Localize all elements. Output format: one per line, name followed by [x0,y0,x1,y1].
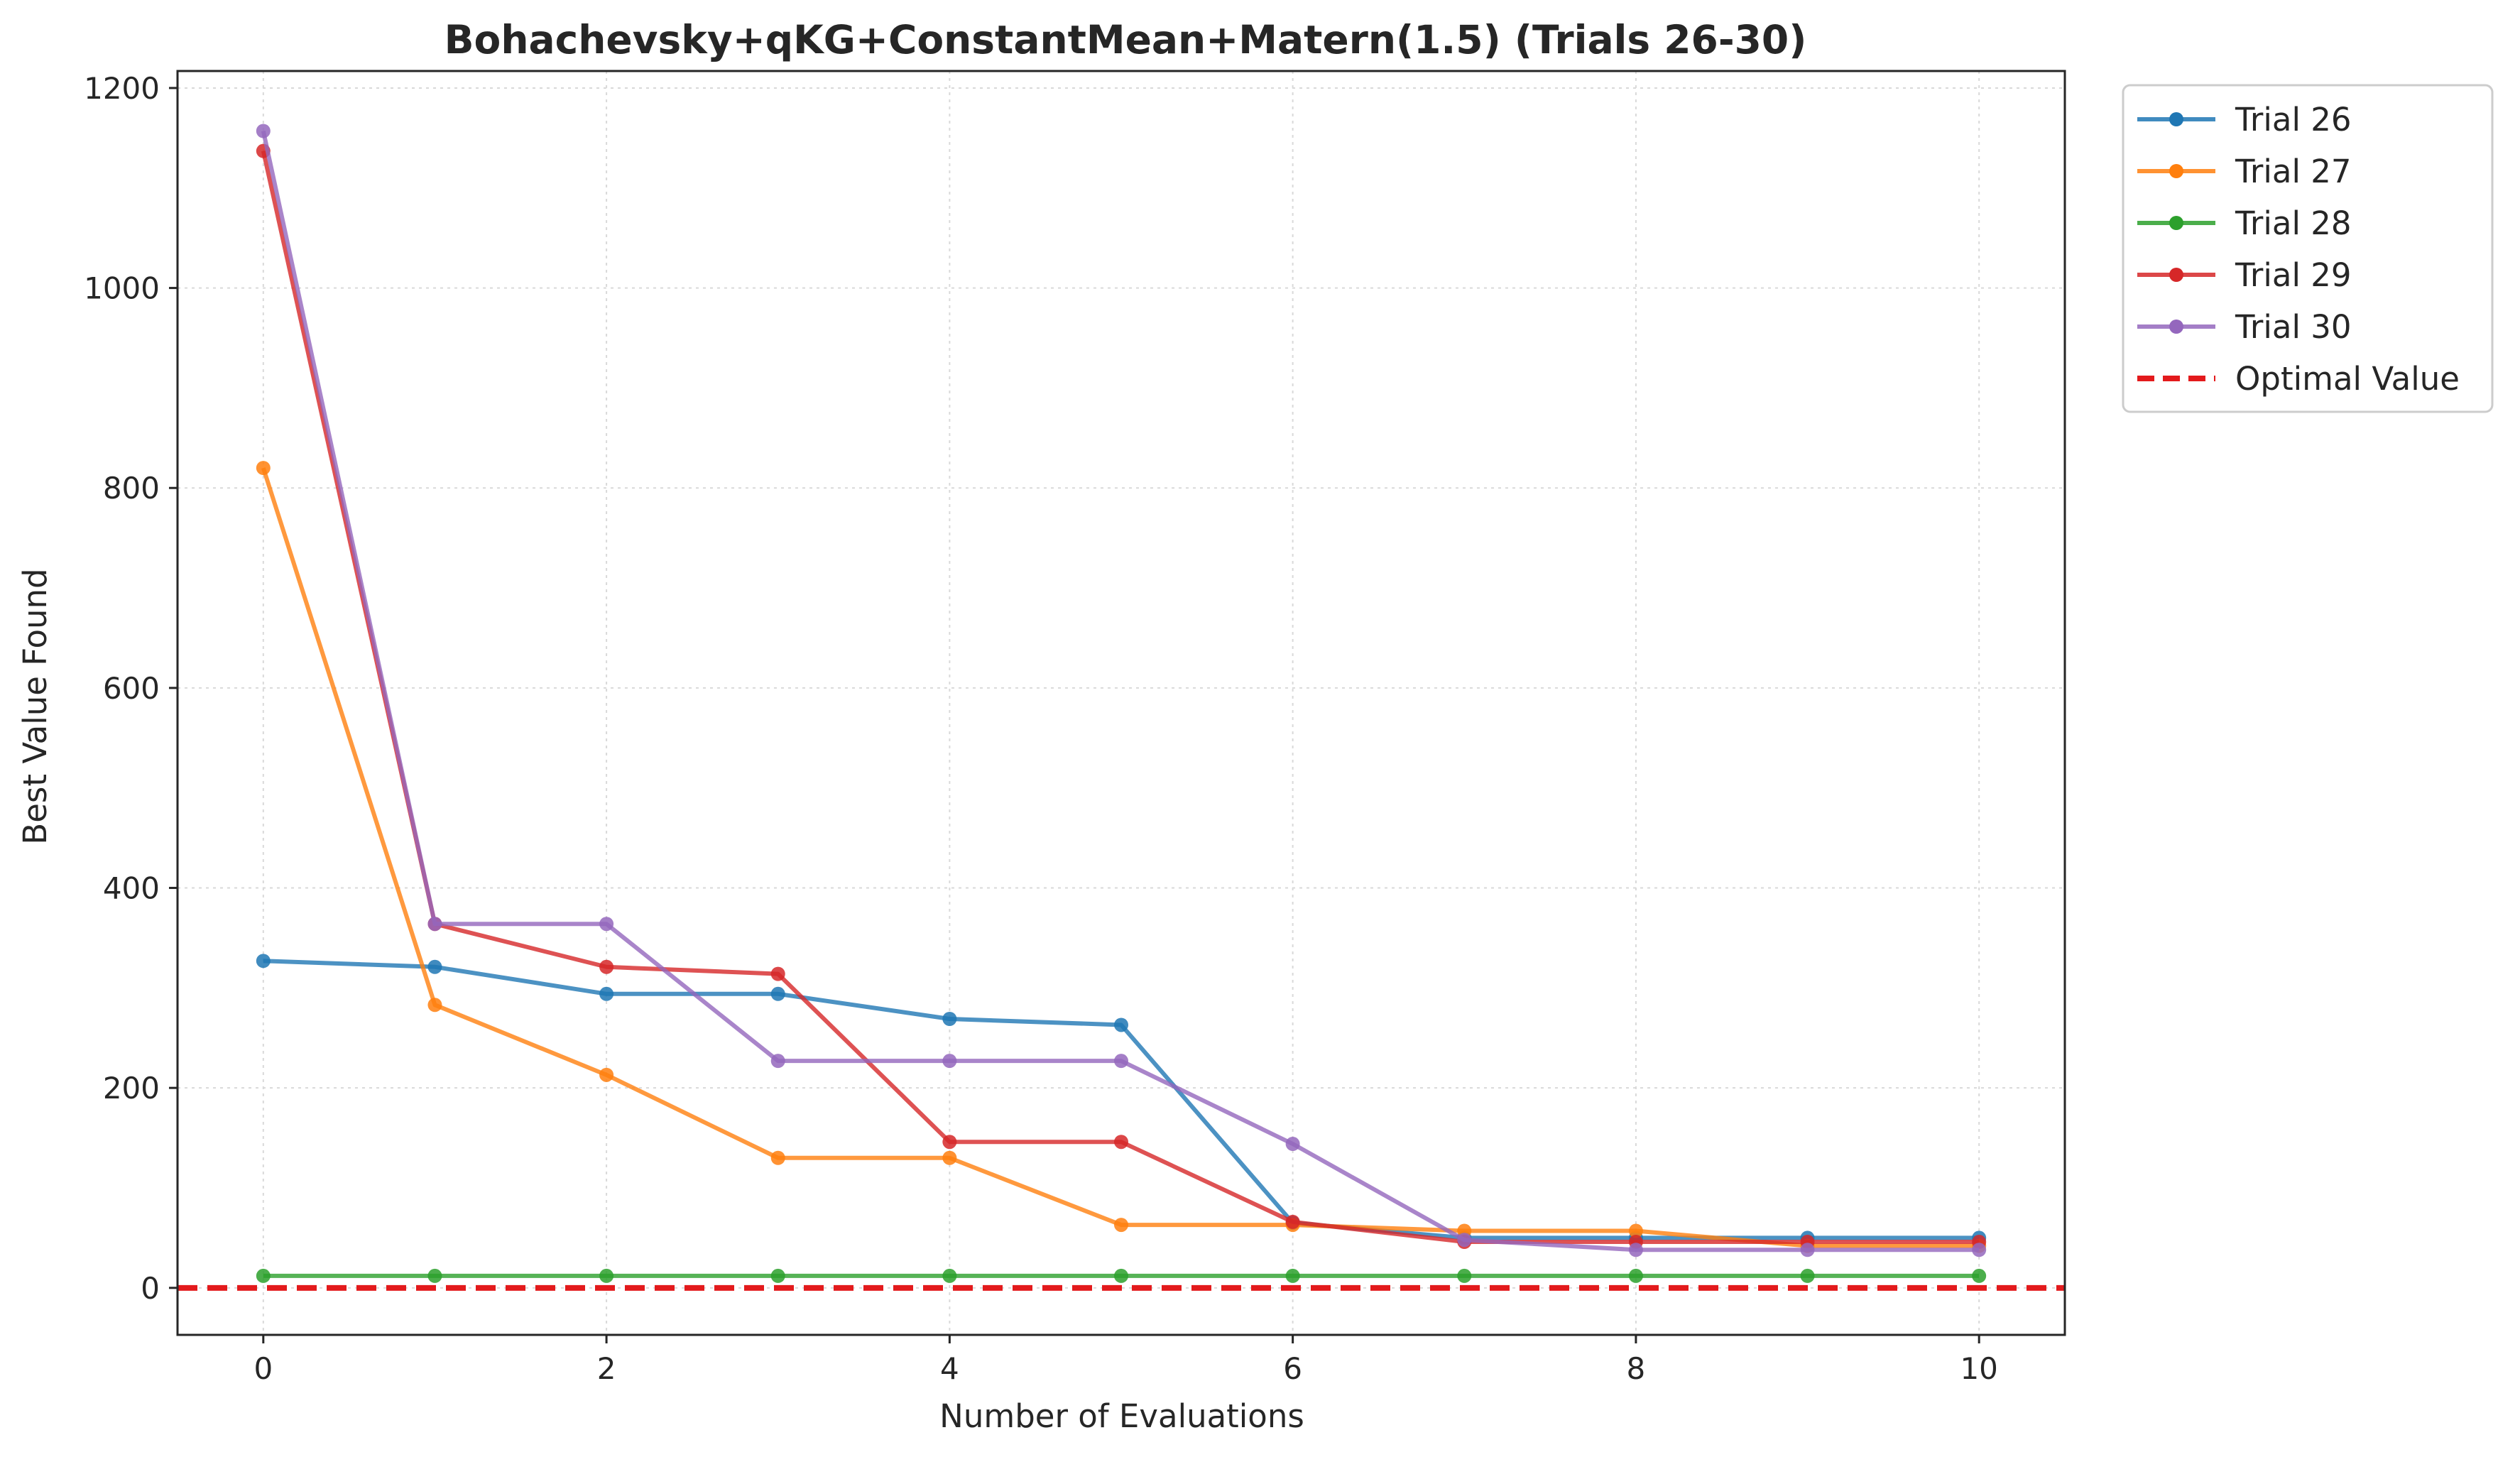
data-point [427,959,442,974]
legend-swatch-marker [2169,216,2183,230]
legend: Trial 26 Trial 27 Trial 28 Trial 29 Trial 30… [2122,84,2494,413]
y-tick-label: 0 [141,1271,160,1306]
data-point [942,1150,957,1165]
series-trial-29 [256,143,1987,1250]
data-point [942,1054,957,1069]
legend-label: Trial 26 [2235,101,2352,138]
data-point [1285,1214,1300,1229]
legend-swatch-marker [2169,268,2183,282]
series-trial-28 [256,1268,1987,1283]
x-tick-label: 10 [1960,1351,1997,1386]
legend-box [2122,84,2494,413]
legend-item: Trial 27 [2137,153,2352,190]
series-line [261,130,1980,1253]
data-point [256,954,271,968]
x-tick-label: 0 [253,1351,273,1386]
data-point [427,1268,442,1283]
chart-title: Bohachevsky+qKG+ConstantMean+Matern(1.5)… [444,17,1807,62]
data-point [1628,1223,1643,1238]
data-point [599,959,614,974]
y-axis-label: Best Value Found [16,568,54,844]
data-point [1800,1268,1815,1283]
legend-label: Trial 30 [2235,308,2352,346]
legend-swatch-marker [2169,320,2183,334]
x-tick-label: 2 [597,1351,616,1386]
data-point [599,917,614,932]
data-point [770,966,785,981]
data-point [256,1268,271,1283]
x-axis-label: Number of Evaluations [939,1397,1304,1435]
data-point [1972,1243,1987,1257]
x-tick-label: 8 [1627,1351,1646,1386]
series-trial-27 [256,461,1987,1253]
series-line [261,151,1980,1245]
legend-swatch-marker [2169,112,2183,126]
data-point [770,986,785,1001]
data-point [427,917,442,932]
data-point [427,998,442,1013]
data-point [1972,1268,1987,1283]
series-trial-26 [256,954,1987,1245]
legend-item: Trial 26 [2137,101,2352,138]
series-trial-30 [256,124,1987,1257]
data-point [1628,1268,1643,1283]
data-point [1114,1268,1128,1283]
legend-item: Trial 29 [2137,256,2352,294]
data-point [770,1150,785,1165]
y-tick-label: 1000 [84,271,160,306]
data-point [942,1135,957,1150]
legend-swatch-marker [2169,164,2183,178]
x-tick-label: 4 [940,1351,959,1386]
data-point [599,986,614,1001]
legend-item: Trial 30 [2137,308,2352,346]
data-point [770,1054,785,1069]
data-point [1457,1268,1472,1283]
plot-frame [176,70,2066,1336]
legend-item: Optimal Value [2137,360,2460,398]
data-point [1457,1233,1472,1248]
data-point [1114,1135,1128,1150]
data-point [942,1012,957,1026]
legend-item: Trial 28 [2137,204,2352,242]
data-point [1114,1054,1128,1069]
x-tick-label: 6 [1283,1351,1302,1386]
data-point [599,1268,614,1283]
y-axis-ticks: 0 200 400 600 800 1000 1200 [84,71,178,1306]
data-point [770,1268,785,1283]
y-tick-label: 200 [103,1071,160,1106]
x-axis-ticks: 0 2 4 6 8 10 [253,1335,1998,1386]
legend-label: Trial 27 [2235,153,2352,190]
data-point [599,1067,614,1082]
data-point [256,124,271,138]
data-point [1800,1243,1815,1257]
data-point [1114,1218,1128,1233]
y-tick-label: 400 [103,871,160,906]
legend-label: Trial 28 [2235,204,2352,242]
data-point [942,1268,957,1283]
y-tick-label: 800 [103,471,160,506]
series-layer [256,124,1987,1283]
data-point [1285,1268,1300,1283]
data-point [1285,1137,1300,1152]
legend-label: Trial 29 [2235,256,2352,294]
y-tick-label: 600 [103,671,160,706]
series-line [263,959,1980,1240]
legend-label: Optimal Value [2235,360,2460,398]
series-line [261,467,1980,1248]
data-point [1628,1243,1643,1257]
y-tick-label: 1200 [84,71,160,106]
data-point [1114,1017,1128,1032]
data-point [256,461,271,476]
